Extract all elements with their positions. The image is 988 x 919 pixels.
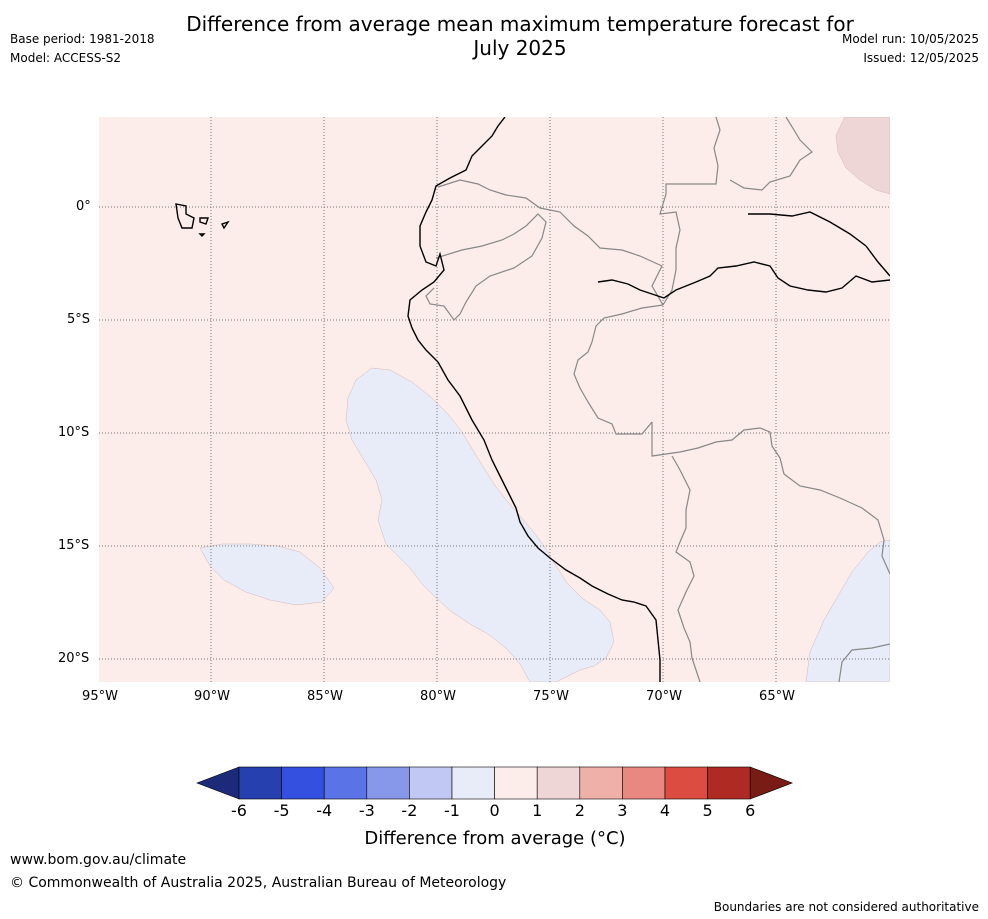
colorbar-swatch xyxy=(536,766,581,800)
model-run-text: Model run: 10/05/2025 xyxy=(841,32,979,46)
colorbar-tick-label: 6 xyxy=(745,801,756,820)
colorbar-tick-label: 3 xyxy=(617,801,628,820)
colorbar-swatch xyxy=(281,766,325,800)
model-text: Model: ACCESS-S2 xyxy=(10,51,122,65)
chart-title: Difference from average mean maximum tem… xyxy=(150,12,890,60)
lon-label-90w: 90°W xyxy=(194,689,230,704)
colorbar-tick-label: -3 xyxy=(358,801,375,820)
national-borders xyxy=(425,117,890,682)
colorbar-tick-label: 5 xyxy=(702,801,713,820)
cool-anomaly-southeast xyxy=(805,539,890,682)
lon-label-85w: 85°W xyxy=(307,689,343,704)
colorbar-swatch xyxy=(323,766,368,800)
colorbar-tick-label: 0 xyxy=(489,801,500,820)
lon-label-80w: 80°W xyxy=(420,689,456,704)
colorbar-swatch xyxy=(622,766,666,800)
lat-label-0: 0° xyxy=(76,199,91,214)
cool-anomaly-offshore xyxy=(345,367,615,682)
cool-anomaly-west xyxy=(199,543,335,606)
gridlines xyxy=(99,117,890,682)
lat-label-10s: 10°S xyxy=(58,425,90,440)
colorbar-extend-low xyxy=(196,766,240,800)
title-line-1: Difference from average mean maximum tem… xyxy=(186,12,854,36)
colorbar-tick-label: -6 xyxy=(231,801,247,820)
colorbar-swatch xyxy=(409,766,453,800)
base-period-text: Base period: 1981-2018 xyxy=(10,32,155,46)
title-line-2: July 2025 xyxy=(473,36,567,60)
lat-label-15s: 15°S xyxy=(58,538,90,553)
colorbar-tick-label: -5 xyxy=(273,801,290,820)
colorbar-tick-label: -2 xyxy=(401,801,418,820)
website-text: www.bom.gov.au/climate xyxy=(10,852,187,868)
lat-label-5s: 5°S xyxy=(67,312,91,327)
lon-label-70w: 70°W xyxy=(646,689,682,704)
colorbar-swatch xyxy=(494,766,538,800)
colorbar-swatch xyxy=(238,766,282,800)
warm-anomaly-northeast xyxy=(835,117,890,195)
colorbar-tick-label: 1 xyxy=(532,801,543,820)
lat-label-20s: 20°S xyxy=(58,651,90,666)
colorbar-swatches xyxy=(196,766,794,800)
colorbar-swatch xyxy=(664,766,708,800)
lon-label-65w: 65°W xyxy=(759,689,795,704)
lon-label-95w: 95°W xyxy=(82,689,118,704)
colorbar-extend-high xyxy=(749,766,794,800)
copyright-text: © Commonwealth of Australia 2025, Austra… xyxy=(10,875,507,891)
disclaimer-text: Boundaries are not considered authoritat… xyxy=(713,900,979,914)
colorbar-tick-label: 4 xyxy=(659,801,671,820)
colorbar-tick-label: -4 xyxy=(316,801,333,820)
lon-label-75w: 75°W xyxy=(533,689,569,704)
colorbar-swatch xyxy=(707,766,751,800)
colorbar-tick-label: -1 xyxy=(444,801,460,820)
coastline xyxy=(175,117,890,682)
issued-text: Issued: 12/05/2025 xyxy=(863,51,979,65)
colorbar-swatch xyxy=(366,766,410,800)
colorbar-swatch xyxy=(579,766,623,800)
colorbar-tick-label: 2 xyxy=(574,801,585,820)
colorbar-label: Difference from average (°C) xyxy=(364,828,626,849)
colorbar-swatch xyxy=(451,766,495,800)
